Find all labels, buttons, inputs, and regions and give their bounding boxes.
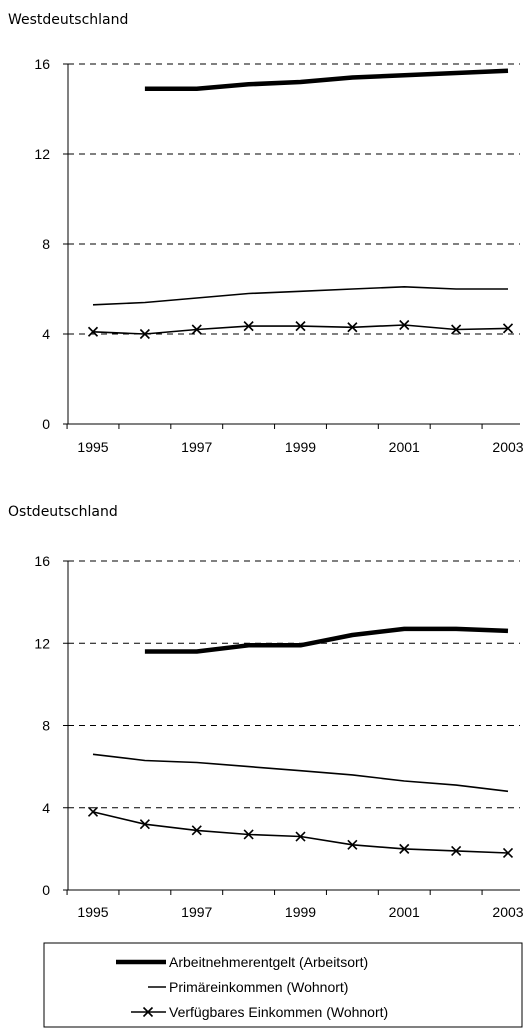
series-arbeitnehmerentgelt-line	[144, 626, 509, 654]
series-primaereinkommen-line	[92, 753, 509, 793]
data-point-marker	[295, 321, 306, 332]
data-point-marker	[243, 829, 254, 840]
data-point-marker	[139, 328, 150, 340]
data-point-marker	[243, 321, 254, 332]
series-verfuegbares-einkommen-line	[92, 811, 509, 854]
data-point-marker	[399, 319, 410, 331]
data-point-marker	[295, 831, 306, 842]
x-tick-label: 1999	[285, 904, 316, 920]
legend: Arbeitnehmerentgelt (Arbeitsort) Primärei…	[43, 942, 523, 1028]
x-tick-label: 1995	[77, 904, 108, 920]
x-tick-label: 1997	[181, 904, 212, 920]
x-tick-label: 2001	[389, 439, 420, 455]
legend-label: Verfügbares Einkommen (Wohnort)	[169, 1004, 388, 1020]
legend-cross-marker	[142, 1006, 154, 1018]
data-point-marker	[191, 324, 202, 335]
x-tick-label: 1999	[285, 439, 316, 455]
y-tick-label: 0	[42, 416, 50, 432]
chart-panel-east: Ostdeutschland 0 4 8 12 16 1995 1997 1999 2001 200…	[8, 504, 524, 920]
series-primaereinkommen-line	[92, 286, 508, 306]
x-tick-label: 2001	[389, 904, 420, 920]
y-tick-label: 12	[34, 146, 50, 162]
y-tick-label: 16	[34, 56, 50, 72]
x-tick-label: 1997	[181, 439, 212, 455]
chart-title: Westdeutschland	[8, 12, 128, 28]
y-tick-label: 0	[42, 882, 50, 898]
legend-box	[43, 942, 523, 1028]
data-point-marker	[399, 843, 410, 854]
y-tick-label: 8	[42, 718, 50, 734]
x-tick-label: 2003	[492, 904, 523, 920]
x-tick-label: 1995	[77, 439, 108, 455]
y-tick-label: 12	[34, 635, 50, 651]
data-point-marker	[191, 825, 202, 836]
series-arbeitnehmerentgelt-line	[144, 68, 509, 92]
data-point-marker	[347, 839, 358, 850]
y-tick-label: 4	[42, 800, 50, 816]
y-tick-label: 4	[42, 326, 50, 342]
data-point-marker	[502, 323, 514, 334]
y-tick-label: 8	[42, 236, 50, 252]
data-point-marker	[87, 326, 99, 337]
legend-label: Primäreinkommen (Wohnort)	[169, 979, 348, 995]
data-point-marker	[139, 819, 150, 830]
x-tick-label: 2003	[492, 439, 523, 455]
data-point-marker	[502, 847, 514, 859]
legend-label: Arbeitnehmerentgelt (Arbeitsort)	[169, 954, 368, 970]
y-tick-label: 16	[34, 553, 50, 569]
data-point-marker	[87, 806, 99, 817]
data-point-marker	[451, 845, 462, 856]
chart-panel-west: Westdeutschland 0 4 8 12 16 1995 1997 1999 2001 20…	[8, 12, 524, 455]
data-point-marker	[347, 322, 358, 333]
data-point-marker	[451, 324, 462, 335]
chart-title: Ostdeutschland	[8, 504, 118, 520]
